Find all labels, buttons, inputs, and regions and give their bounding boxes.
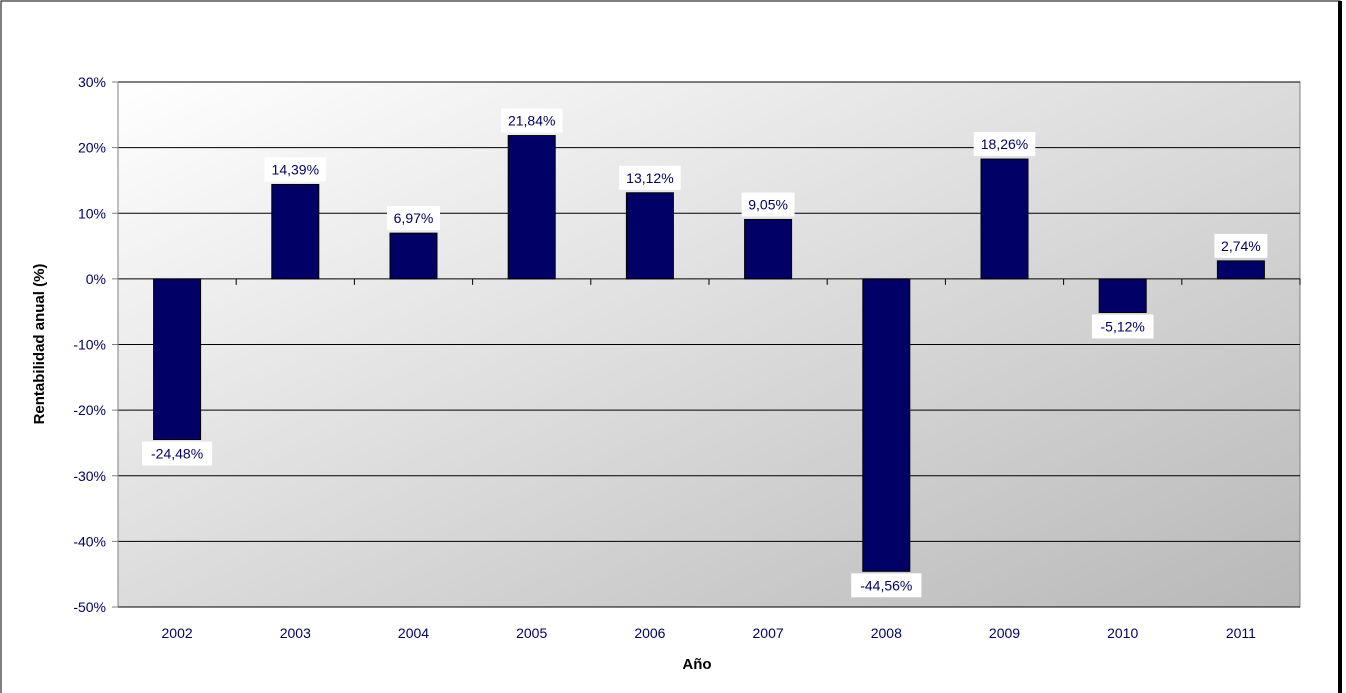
bars <box>153 135 1265 572</box>
y-tick-label: -40% <box>73 533 106 549</box>
data-label: 6,97% <box>394 210 434 226</box>
data-label: 9,05% <box>748 196 788 212</box>
gridlines <box>118 81 1300 608</box>
y-tick-label: 30% <box>78 74 106 90</box>
bar-2010 <box>1098 278 1147 313</box>
bar-2007 <box>744 218 793 280</box>
data-label: 13,12% <box>626 170 673 186</box>
y-tick-label: -20% <box>73 402 106 418</box>
bar-2006 <box>625 192 674 280</box>
bar-2003 <box>271 183 320 280</box>
bar-2008 <box>862 278 911 572</box>
x-tick-label: 2006 <box>634 625 665 641</box>
data-label-box <box>973 132 1036 157</box>
data-label-box <box>264 157 327 182</box>
data-label-box <box>1214 233 1268 258</box>
x-tick-label: 2003 <box>280 625 311 641</box>
x-tick-label: 2010 <box>1107 625 1138 641</box>
bar-2009 <box>980 158 1029 280</box>
data-label-box <box>851 573 922 598</box>
y-tick-label: 20% <box>78 140 106 156</box>
y-tick-label: -30% <box>73 468 106 484</box>
data-label: 21,84% <box>508 113 555 129</box>
bar-2002 <box>153 278 202 441</box>
data-label-box <box>619 165 681 190</box>
x-tick-label: 2011 <box>1226 625 1256 641</box>
data-label: 2,74% <box>1221 238 1261 254</box>
data-labels: -24,48% 14,39% 6,97% 21,84% 13,12% 9,05% -44,5… <box>142 108 1268 598</box>
x-tick-label: 2004 <box>398 625 429 641</box>
y-tick-label: -50% <box>73 599 106 615</box>
data-label-box <box>142 441 213 466</box>
data-label-box <box>1091 314 1154 339</box>
data-label: -5,12% <box>1101 318 1145 334</box>
data-label-box <box>387 206 440 231</box>
bar-2004 <box>389 232 438 280</box>
y-tick-label: 10% <box>78 205 106 221</box>
chart-border-right-shadow <box>1338 1 1342 693</box>
bar-2005 <box>507 135 556 280</box>
data-label: 14,39% <box>272 161 319 177</box>
y-axis-title: Rentabilidad anual (%) <box>31 264 48 425</box>
y-tick-label: -10% <box>73 337 106 353</box>
data-label-box <box>500 108 563 133</box>
x-tick-label: 2008 <box>871 625 902 641</box>
x-tick-label: 2007 <box>753 625 784 641</box>
data-label: -24,48% <box>151 446 203 462</box>
x-tick-label: 2002 <box>162 625 193 641</box>
x-tick-label: 2009 <box>989 625 1020 641</box>
x-axis: 2002 2003 2004 2005 2006 2007 2008 2009 2010 2011 <box>162 625 1257 641</box>
data-label: -44,56% <box>860 577 912 593</box>
data-label-box <box>741 192 795 217</box>
data-label: 18,26% <box>981 136 1028 152</box>
y-axis: 30% 20% 10% 0% -10% -20% -30% -40% -50% <box>73 74 119 615</box>
x-tick-label: 2005 <box>516 625 547 641</box>
x-axis-title: Año <box>682 656 711 673</box>
bar-2011 <box>1216 260 1265 280</box>
y-tick-label: 0% <box>86 271 106 287</box>
